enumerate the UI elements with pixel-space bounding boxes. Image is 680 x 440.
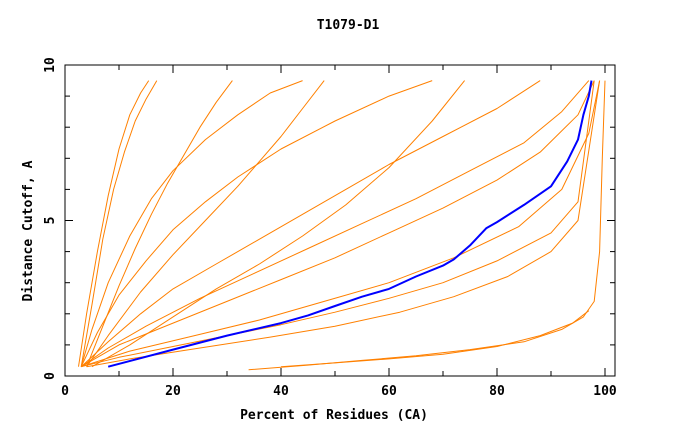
chart-title: T1079-D1	[317, 18, 380, 33]
model-curve-11	[86, 80, 233, 367]
y-tick-label-10: 10	[43, 57, 58, 73]
model-curve-2	[81, 80, 601, 368]
model-curve-5	[80, 80, 590, 368]
model-curve-12	[86, 80, 325, 367]
model-curve-9	[78, 80, 150, 367]
plot-clip-group	[78, 80, 606, 371]
model-curve-15	[280, 310, 590, 368]
x-tick-label-40: 40	[273, 384, 289, 399]
model-curve-7	[80, 80, 433, 367]
model-curve-4	[80, 80, 595, 368]
y-tick-label-0: 0	[43, 372, 58, 380]
x-tick-label-60: 60	[381, 384, 397, 399]
x-tick-label-20: 20	[165, 384, 181, 399]
x-axis-label: Percent of Residues (CA)	[240, 408, 428, 423]
plot-frame	[64, 64, 616, 377]
model-curve-3	[86, 80, 601, 368]
model-curve-8	[80, 80, 303, 367]
highlight-curve-1	[107, 80, 593, 368]
y-tick-label-5: 5	[43, 217, 58, 225]
x-tick-label-80: 80	[489, 384, 505, 399]
x-tick-label-100: 100	[593, 384, 617, 399]
model-curve-6	[80, 80, 541, 368]
model-curve-14	[248, 80, 606, 371]
axis-ticks: 0 20 40 60 80 100 0 5 10	[43, 57, 617, 399]
y-axis-label: Distance Cutoff, A	[21, 160, 36, 301]
model-curve-10	[80, 80, 158, 367]
model-curve-13	[91, 80, 465, 368]
model-curve-1	[81, 80, 595, 368]
x-tick-label-0: 0	[61, 384, 69, 399]
